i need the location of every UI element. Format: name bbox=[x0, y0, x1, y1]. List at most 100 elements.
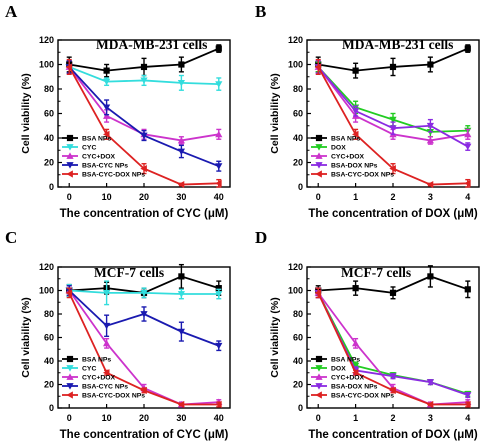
data-point bbox=[177, 180, 185, 189]
y-tick-label: 20 bbox=[293, 380, 303, 390]
x-axis-label: The concentration of DOX (μM) bbox=[308, 208, 477, 220]
data-point bbox=[389, 373, 397, 380]
legend-entry: BSA-CYC-DOX NPs bbox=[82, 172, 145, 179]
data-point bbox=[140, 386, 147, 394]
data-point bbox=[178, 273, 185, 280]
y-tick-label: 60 bbox=[293, 109, 303, 119]
data-point bbox=[177, 291, 185, 298]
x-tick-label: 0 bbox=[316, 192, 321, 202]
panel-title: MDA-MB-231 cells bbox=[96, 37, 207, 52]
panel-letter: A bbox=[5, 2, 18, 21]
data-point bbox=[103, 130, 110, 138]
y-tick-label: 80 bbox=[44, 84, 54, 94]
data-point bbox=[426, 400, 434, 409]
data-point bbox=[140, 289, 148, 297]
legend-entry: CYC bbox=[82, 366, 96, 373]
data-point bbox=[389, 116, 397, 124]
y-tick-label: 0 bbox=[298, 182, 303, 192]
y-tick-label: 0 bbox=[298, 403, 303, 413]
legend-entry: BSA-DOX NPs bbox=[331, 384, 378, 391]
y-tick-label: 20 bbox=[293, 158, 303, 168]
data-point bbox=[215, 285, 222, 292]
x-tick-label: 4 bbox=[465, 192, 470, 202]
data-point bbox=[215, 400, 222, 409]
y-axis-label: Cell viability (%) bbox=[20, 297, 32, 378]
y-tick-label: 80 bbox=[293, 84, 303, 94]
data-point bbox=[215, 291, 223, 298]
data-point bbox=[352, 108, 360, 115]
legend-entry: BSA-DOX NPs bbox=[331, 163, 378, 170]
legend-entry: BSA NPs bbox=[331, 357, 360, 364]
data-point bbox=[426, 136, 434, 144]
x-tick-label: 40 bbox=[214, 413, 224, 423]
x-axis-label: The concentration of CYC (μM) bbox=[60, 208, 229, 220]
legend-entry: CYC+DOX bbox=[331, 154, 365, 161]
y-tick-label: 40 bbox=[293, 133, 303, 143]
legend-entry: CYC+DOX bbox=[82, 154, 116, 161]
y-tick-label: 100 bbox=[288, 286, 303, 296]
legend-marker bbox=[66, 355, 74, 363]
data-point bbox=[352, 369, 359, 377]
data-point bbox=[426, 122, 434, 130]
data-point bbox=[103, 322, 111, 330]
data-point bbox=[215, 342, 223, 350]
data-point bbox=[140, 63, 148, 71]
series-4 bbox=[314, 58, 471, 189]
data-point bbox=[352, 285, 359, 292]
legend-entry: BSA NPs bbox=[82, 357, 111, 364]
legend-marker bbox=[315, 391, 322, 399]
y-tick-label: 100 bbox=[39, 60, 54, 70]
data-point bbox=[389, 386, 396, 394]
panel-title: MCF-7 cells bbox=[341, 265, 411, 280]
data-point bbox=[352, 362, 360, 370]
legend-entry: CYC+DOX bbox=[82, 375, 116, 382]
legend-marker bbox=[66, 365, 74, 372]
legend-entry: CYC+DOX bbox=[331, 375, 365, 382]
data-point bbox=[140, 165, 147, 173]
data-point bbox=[215, 45, 222, 52]
data-point bbox=[177, 400, 185, 409]
y-tick-label: 0 bbox=[49, 182, 54, 192]
y-axis-label: Cell viability (%) bbox=[269, 297, 281, 378]
series-4 bbox=[65, 58, 222, 189]
panel-d: D MCF-7 cells 0 20 40 60 80 100 120 0 1 2 3 4 The conc… bbox=[255, 228, 480, 441]
series-3 bbox=[314, 287, 472, 399]
legend-entry: BSA-CYC NPs bbox=[82, 163, 128, 170]
data-point bbox=[103, 78, 111, 86]
legend-entry: DOX bbox=[331, 145, 346, 152]
x-tick-label: 20 bbox=[139, 192, 149, 202]
legend-entry: BSA NPs bbox=[82, 136, 111, 143]
data-point bbox=[177, 79, 185, 87]
data-point bbox=[178, 61, 185, 68]
legend: BSA NPs CYC CYC+DOX BSA-CYC NPs BSA-CYC-DOX … bbox=[62, 355, 145, 400]
data-point bbox=[103, 67, 110, 74]
x-tick-label: 20 bbox=[139, 413, 149, 423]
data-point bbox=[103, 369, 110, 377]
panel-letter: D bbox=[255, 228, 267, 247]
series-4 bbox=[65, 287, 222, 409]
y-axis-label: Cell viability (%) bbox=[269, 73, 281, 154]
legend-marker bbox=[315, 170, 322, 178]
series-1 bbox=[65, 280, 223, 306]
x-tick-label: 30 bbox=[176, 192, 186, 202]
data-point bbox=[215, 163, 223, 170]
data-point bbox=[464, 179, 471, 187]
series-3 bbox=[314, 60, 472, 151]
x-tick-label: 10 bbox=[102, 413, 112, 423]
legend: BSA NPs DOX CYC+DOX BSA-DOX NPs BSA-CYC-DOX … bbox=[311, 355, 394, 400]
data-point bbox=[65, 63, 73, 71]
y-tick-label: 80 bbox=[293, 309, 303, 319]
y-tick-label: 60 bbox=[44, 109, 54, 119]
y-tick-label: 20 bbox=[44, 158, 54, 168]
legend-marker bbox=[66, 391, 73, 399]
legend-marker bbox=[315, 152, 323, 159]
x-tick-label: 40 bbox=[214, 192, 224, 202]
x-tick-label: 10 bbox=[102, 192, 112, 202]
data-point bbox=[140, 311, 148, 318]
data-point bbox=[103, 104, 111, 111]
panel-letter: B bbox=[255, 2, 266, 21]
legend-entry: CYC bbox=[82, 145, 96, 152]
legend: BSA NPs DOX CYC+DOX BSA-DOX NPs BSA-CYC-DOX … bbox=[311, 134, 394, 179]
legend-entry: DOX bbox=[331, 366, 346, 373]
